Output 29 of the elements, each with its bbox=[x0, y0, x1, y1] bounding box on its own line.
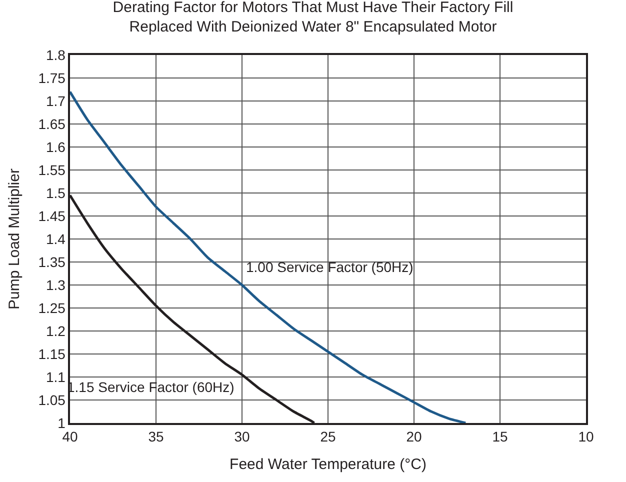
x-tick-label: 10 bbox=[578, 428, 594, 445]
x-tick-label: 25 bbox=[320, 428, 336, 445]
y-tick-label: 1.4 bbox=[46, 230, 66, 247]
y-tick-label: 1.2 bbox=[46, 322, 66, 339]
x-tick-label: 20 bbox=[406, 428, 422, 445]
y-tick-label: 1.75 bbox=[38, 70, 66, 86]
y-tick-label: 1.25 bbox=[38, 300, 66, 316]
y-tick-label: 1.55 bbox=[38, 162, 66, 178]
x-axis-title: Feed Water Temperature (°C) bbox=[230, 456, 426, 474]
y-tick-label: 1.5 bbox=[46, 184, 66, 201]
y-tick-label: 1.45 bbox=[38, 208, 66, 224]
chart-title: Derating Factor for Motors That Must Have Their Factory Fill Replaced With Deionized Water 8" Encapsulated Motor bbox=[112, 0, 514, 36]
y-tick-label: 1.7 bbox=[46, 92, 66, 109]
y-tick-label: 1.6 bbox=[46, 138, 66, 155]
y-tick-label: 1 bbox=[58, 414, 66, 431]
x-tick-label: 40 bbox=[62, 428, 78, 445]
y-tick-label: 1.3 bbox=[46, 276, 66, 293]
x-tick-label: 35 bbox=[148, 428, 164, 445]
y-axis-title: Pump Load Multiplier bbox=[6, 168, 23, 310]
line-series bbox=[70, 90, 467, 423]
series-label: 1.00 Service Factor (50Hz) bbox=[246, 259, 414, 275]
y-tick-label: 1.05 bbox=[38, 392, 66, 408]
y-tick-label: 1.65 bbox=[38, 116, 66, 132]
y-tick-label: 1.15 bbox=[38, 346, 66, 362]
y-tick-label: 1.8 bbox=[46, 46, 66, 63]
x-tick-label: 15 bbox=[492, 428, 508, 445]
y-tick-label: 1.1 bbox=[46, 368, 66, 385]
y-tick-label: 1.35 bbox=[38, 254, 66, 270]
x-tick-label: 30 bbox=[234, 428, 250, 445]
